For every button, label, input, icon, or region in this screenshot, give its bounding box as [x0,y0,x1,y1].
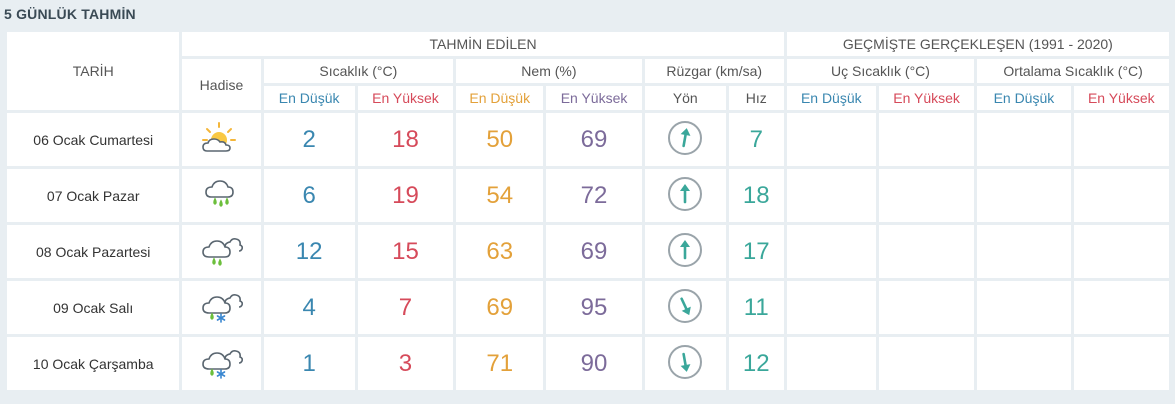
empty-cell [786,225,876,278]
wind-speed-cell: 7 [728,113,784,166]
sleet-icon [202,350,244,379]
temp-high-cell: 7 [357,281,454,334]
weather-cell [182,281,261,334]
wind-dir-cell [644,169,726,222]
nem-header: Nem (%) [456,59,642,83]
wind-arrow-icon [668,177,703,211]
wind-speed-cell: 11 [728,281,784,334]
table-row: 06 Ocak Cumartesi 2 18 50 69 7 [7,113,1169,166]
weather-cell [182,337,261,390]
temp-high-cell: 3 [357,337,454,390]
temp-low-cell: 1 [263,337,355,390]
page-title: 5 GÜNLÜK TAHMİN [4,6,136,22]
weather-cell [182,169,261,222]
table-row: 09 Ocak Salı 4 7 69 95 11 [7,281,1169,334]
uc-low-header: En Düşük [786,86,876,110]
empty-cell [977,281,1071,334]
sicaklik-header: Sıcaklık (°C) [263,59,454,83]
weather-cell [182,225,261,278]
empty-cell [1073,169,1169,222]
empty-cell [878,113,975,166]
forecast-table-wrapper: TARİH TAHMİN EDİLEN GEÇMİŞTE GERÇEKLEŞEN… [4,29,1172,399]
date-cell: 10 Ocak Çarşamba [7,337,180,390]
empty-cell [878,281,975,334]
temp-high-cell: 18 [357,113,454,166]
wind-speed-cell: 17 [728,225,784,278]
wind-arrow-icon [668,233,703,267]
empty-cell [878,337,975,390]
empty-cell [977,113,1071,166]
cloudy-rain-icon [202,238,244,266]
hum-low-cell: 63 [456,225,544,278]
hum-low-header: En Düşük [456,86,544,110]
table-row: 08 Ocak Pazartesi 12 15 63 69 17 [7,225,1169,278]
hum-high-header: En Yüksek [546,86,642,110]
hum-high-cell: 69 [546,113,642,166]
tarih-header: TARİH [7,32,180,110]
ruzgar-header: Rüzgar (km/sa) [644,59,784,83]
temp-low-cell: 2 [263,113,355,166]
table-row: 07 Ocak Pazar 6 19 54 72 18 [7,169,1169,222]
date-cell: 06 Ocak Cumartesi [7,113,180,166]
empty-cell [977,169,1071,222]
forecast-table: TARİH TAHMİN EDİLEN GEÇMİŞTE GERÇEKLEŞEN… [4,29,1172,393]
hum-high-cell: 95 [546,281,642,334]
empty-cell [878,169,975,222]
empty-cell [786,113,876,166]
uc-high-header: En Yüksek [878,86,975,110]
wind-speed-cell: 18 [728,169,784,222]
hum-low-cell: 71 [456,337,544,390]
hum-low-cell: 50 [456,113,544,166]
empty-cell [1073,113,1169,166]
temp-high-cell: 19 [357,169,454,222]
hum-high-cell: 72 [546,169,642,222]
temp-low-cell: 6 [263,169,355,222]
forecast-group-header: TAHMİN EDİLEN [182,32,784,56]
wind-dir-cell [644,113,726,166]
empty-cell [977,225,1071,278]
hum-low-cell: 69 [456,281,544,334]
temp-high-header: En Yüksek [357,86,454,110]
hum-high-cell: 69 [546,225,642,278]
wind-dir-cell [644,225,726,278]
sleet-icon [202,294,244,323]
wind-dir-header: Yön [644,86,726,110]
wind-speed-cell: 12 [728,337,784,390]
temp-low-cell: 4 [263,281,355,334]
weather-cell [182,113,261,166]
history-group-header: GEÇMİŞTE GERÇEKLEŞEN (1991 - 2020) [786,32,1169,56]
date-cell: 08 Ocak Pazartesi [7,225,180,278]
empty-cell [786,169,876,222]
ortalama-sicaklik-header: Ortalama Sıcaklık (°C) [977,59,1169,83]
empty-cell [1073,225,1169,278]
hum-low-cell: 54 [456,169,544,222]
temp-low-cell: 12 [263,225,355,278]
hadise-header: Hadise [182,59,261,110]
temp-low-header: En Düşük [263,86,355,110]
hum-high-cell: 90 [546,337,642,390]
empty-cell [1073,337,1169,390]
empty-cell [786,337,876,390]
wind-dir-cell [644,281,726,334]
empty-cell [977,337,1071,390]
empty-cell [1073,281,1169,334]
wind-arrow-icon [668,121,703,155]
wind-arrow-icon [668,289,703,323]
partly-cloudy-icon [202,122,237,152]
temp-high-cell: 15 [357,225,454,278]
ort-high-header: En Yüksek [1073,86,1169,110]
uc-sicaklik-header: Uç Sıcaklık (°C) [786,59,975,83]
rain-icon [205,180,235,207]
empty-cell [878,225,975,278]
empty-cell [786,281,876,334]
date-cell: 07 Ocak Pazar [7,169,180,222]
ort-low-header: En Düşük [977,86,1071,110]
wind-speed-header: Hız [728,86,784,110]
table-row: 10 Ocak Çarşamba 1 3 71 90 12 [7,337,1169,390]
wind-dir-cell [644,337,726,390]
date-cell: 09 Ocak Salı [7,281,180,334]
wind-arrow-icon [668,345,703,379]
